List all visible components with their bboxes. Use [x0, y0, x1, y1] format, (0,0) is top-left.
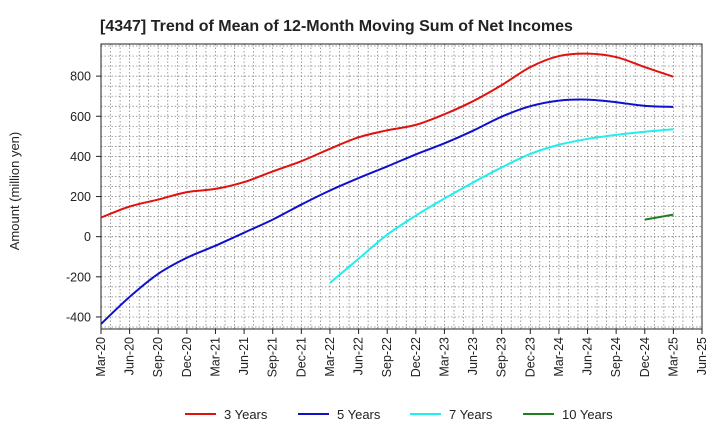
x-tick-label: Sep-22	[380, 337, 394, 377]
x-tick-label: Dec-21	[294, 337, 308, 377]
y-tick-label: 800	[70, 70, 91, 84]
y-tick-label: 600	[70, 110, 91, 124]
x-tick-label: Jun-25	[695, 337, 709, 375]
legend: 3 Years 5 Years 7 Years 10 Years	[185, 407, 613, 422]
series-line-3-years	[100, 52, 674, 219]
x-axis: Mar-20 Jun-20 Sep-20 Dec-20 Mar-21 Jun-21 Sep-…	[94, 329, 709, 377]
chart-title: [4347] Trend of Mean of 12-Month Moving …	[100, 18, 573, 35]
x-tick-label: Dec-23	[523, 337, 537, 377]
series-line-10-years	[644, 213, 674, 221]
x-tick-label: Mar-20	[94, 337, 108, 377]
legend-label-10-years: 10 Years	[562, 407, 613, 422]
x-tick-label: Mar-21	[208, 337, 222, 377]
x-tick-label: Sep-23	[495, 337, 509, 377]
x-tick-label: Jun-21	[237, 337, 251, 375]
legend-label-3-years: 3 Years	[224, 407, 268, 422]
plot-area	[100, 43, 703, 330]
y-axis-label: Amount (million yen)	[7, 132, 22, 251]
series-line-5-years	[100, 98, 674, 325]
x-tick-label: Jun-24	[581, 337, 595, 375]
x-tick-label: Mar-24	[552, 337, 566, 377]
y-tick-label: 0	[84, 230, 91, 244]
series-lines	[100, 52, 674, 325]
y-tick-label: -200	[66, 270, 91, 284]
x-tick-label: Sep-21	[266, 337, 280, 377]
x-tick-label: Jun-22	[352, 337, 366, 375]
x-tick-label: Dec-24	[638, 337, 652, 377]
y-tick-label: 200	[70, 190, 91, 204]
x-tick-label: Dec-22	[409, 337, 423, 377]
x-tick-label: Sep-20	[151, 337, 165, 377]
x-tick-label: Dec-20	[180, 337, 194, 377]
y-tick-label: 400	[70, 150, 91, 164]
x-tick-label: Sep-24	[609, 337, 623, 377]
x-tick-label: Mar-23	[437, 337, 451, 377]
y-axis: -400 -200 0 200 400 600 800	[66, 70, 101, 324]
legend-label-7-years: 7 Years	[449, 407, 493, 422]
legend-label-5-years: 5 Years	[337, 407, 381, 422]
x-tick-label: Jun-20	[123, 337, 137, 375]
y-tick-label: -400	[66, 310, 91, 324]
x-tick-label: Mar-22	[323, 337, 337, 377]
x-tick-label: Jun-23	[466, 337, 480, 375]
grid	[101, 44, 702, 329]
series-line-7-years	[329, 128, 674, 284]
x-tick-label: Mar-25	[666, 337, 680, 377]
